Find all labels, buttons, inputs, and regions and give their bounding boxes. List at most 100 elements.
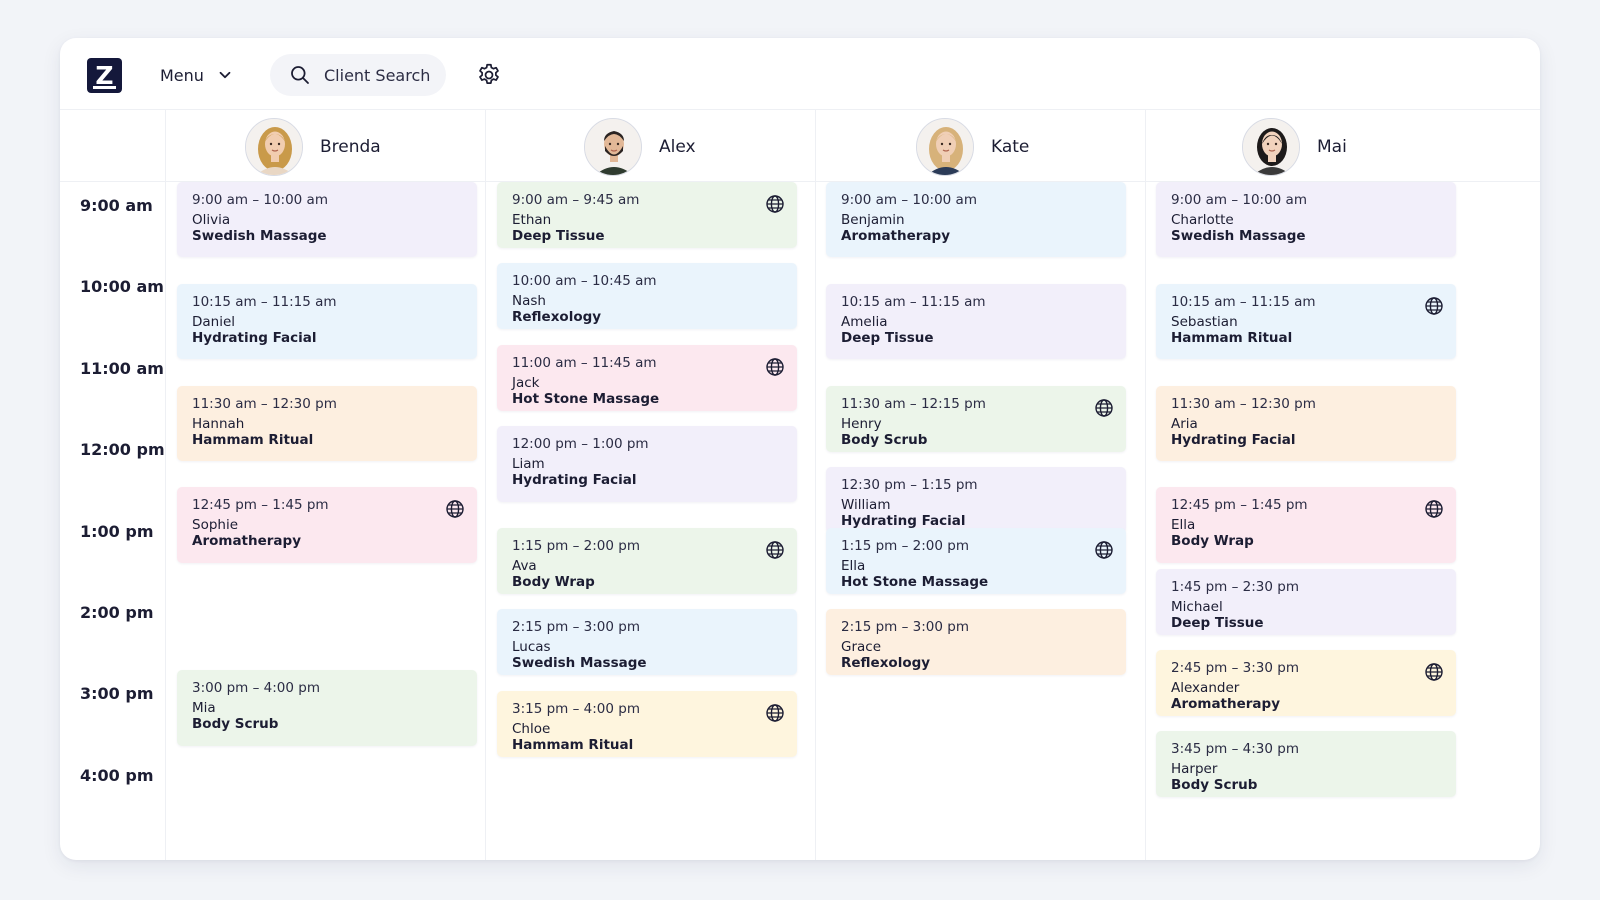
column-divider — [165, 110, 166, 860]
appointment-time: 9:00 am – 10:00 am — [841, 192, 977, 208]
appointment-service: Reflexology — [841, 655, 931, 672]
online-booking-globe-icon — [766, 195, 784, 213]
top-bar: Z Menu Client Search — [60, 38, 1540, 110]
appointment-card[interactable]: 12:45 pm – 1:45 pm Ella Body Wrap — [1156, 487, 1456, 563]
time-label: 4:00 pm — [80, 765, 154, 785]
appointment-client: Mia — [192, 700, 216, 717]
appointment-client: Sebastian — [1171, 313, 1238, 330]
staff-header-alex[interactable]: Alex — [584, 118, 696, 176]
staff-header-mai[interactable]: Mai — [1242, 118, 1347, 176]
online-booking-globe-icon — [1425, 297, 1443, 315]
appointment-card[interactable]: 11:30 am – 12:30 pm Hannah Hammam Ritual — [177, 385, 477, 461]
appointment-service: Hydrating Facial — [1171, 431, 1296, 448]
appointment-time: 9:00 am – 10:00 am — [192, 192, 328, 208]
appointment-card[interactable]: 10:15 am – 11:15 am Amelia Deep Tissue — [826, 283, 1126, 360]
appointment-card[interactable]: 3:00 pm – 4:00 pm Mia Body Scrub — [177, 670, 477, 746]
appointment-time: 12:45 pm – 1:45 pm — [1171, 497, 1308, 514]
time-label: 10:00 am — [80, 277, 164, 297]
appointment-card[interactable]: 1:15 pm – 2:00 pm Ava Body Wrap — [497, 527, 797, 594]
schedule-grid: Brenda Alex Kate Mai 9:00 am 10:00 am 11:00 a… — [60, 110, 1540, 860]
appointment-client: Ella — [1171, 517, 1196, 534]
client-search-box[interactable]: Client Search — [270, 54, 446, 96]
appointment-service: Body Wrap — [512, 573, 595, 590]
appointment-card[interactable]: 2:15 pm – 3:00 pm Grace Reflexology — [826, 609, 1126, 676]
avatar — [1242, 118, 1300, 176]
column-divider — [1145, 110, 1146, 860]
appointment-card[interactable]: 10:15 am – 11:15 am Daniel Hydrating Facia… — [177, 283, 477, 360]
appointment-card[interactable]: 3:45 pm – 4:30 pm Harper Body Scrub — [1156, 731, 1456, 798]
appointment-service: Aromatherapy — [1171, 696, 1281, 713]
appointment-card[interactable]: 1:45 pm – 2:30 pm Michael Deep Tissue — [1156, 568, 1456, 635]
appointment-card[interactable]: 1:15 pm – 2:00 pm Ella Hot Stone Massage — [826, 527, 1126, 594]
appointment-card[interactable]: 2:45 pm – 3:30 pm Alexander Aromatherapy — [1156, 650, 1456, 717]
appointment-service: Deep Tissue — [1171, 614, 1264, 631]
search-placeholder: Client Search — [324, 65, 431, 85]
appointment-service: Deep Tissue — [512, 228, 605, 244]
appointment-card[interactable]: 12:00 pm – 1:00 pm Liam Hydrating Facial — [497, 426, 797, 502]
gear-icon[interactable] — [476, 62, 502, 88]
appointment-card[interactable]: 11:30 am – 12:15 pm Henry Body Scrub — [826, 385, 1126, 452]
appointment-client: Liam — [512, 456, 545, 473]
staff-header-kate[interactable]: Kate — [916, 118, 1029, 176]
appointment-card[interactable]: 9:00 am – 10:00 am Charlotte Swedish Massa… — [1156, 182, 1456, 258]
online-booking-globe-icon — [1425, 500, 1443, 518]
appointment-client: William — [841, 496, 891, 513]
appointment-card[interactable]: 10:15 am – 11:15 am Sebastian Hammam Ritua… — [1156, 283, 1456, 360]
appointment-client: Henry — [841, 415, 882, 432]
appointment-card[interactable]: 11:30 am – 12:30 pm Aria Hydrating Facial — [1156, 385, 1456, 461]
appointment-time: 3:45 pm – 4:30 pm — [1171, 741, 1299, 758]
appointment-client: Charlotte — [1171, 212, 1234, 228]
appointment-service: Hydrating Facial — [512, 472, 637, 489]
appointment-service: Swedish Massage — [1171, 228, 1306, 244]
app-logo[interactable]: Z — [87, 58, 122, 93]
appointment-client: Ava — [512, 557, 537, 574]
time-label: 3:00 pm — [80, 684, 154, 704]
appointment-service: Swedish Massage — [192, 228, 327, 244]
appointment-time: 12:30 pm – 1:15 pm — [841, 476, 978, 493]
appointment-time: 12:45 pm – 1:45 pm — [192, 497, 329, 514]
appointment-service: Aromatherapy — [841, 228, 951, 244]
staff-name: Alex — [659, 137, 696, 157]
appointment-card[interactable]: 10:00 am – 10:45 am Nash Reflexology — [497, 263, 797, 330]
appointment-client: Jack — [512, 374, 540, 391]
online-booking-globe-icon — [1425, 663, 1443, 681]
appointment-client: Benjamin — [841, 212, 905, 228]
appointment-time: 2:45 pm – 3:30 pm — [1171, 660, 1299, 677]
staff-name: Mai — [1317, 137, 1347, 157]
appointment-time: 11:30 am – 12:30 pm — [192, 395, 337, 412]
appointment-time: 11:30 am – 12:30 pm — [1171, 395, 1316, 412]
appointment-client: Alexander — [1171, 680, 1240, 697]
appointment-time: 2:15 pm – 3:00 pm — [841, 619, 969, 636]
appointment-card[interactable]: 9:00 am – 10:00 am Olivia Swedish Massage — [177, 182, 477, 258]
appointment-service: Body Scrub — [1171, 777, 1258, 794]
online-booking-globe-icon — [766, 541, 784, 559]
staff-name: Brenda — [320, 137, 381, 157]
menu-dropdown[interactable]: Menu — [160, 60, 232, 90]
online-booking-globe-icon — [446, 500, 464, 518]
appointment-card[interactable]: 9:00 am – 9:45 am Ethan Deep Tissue — [497, 182, 797, 248]
avatar — [584, 118, 642, 176]
appointment-client: Lucas — [512, 639, 551, 656]
appointment-time: 10:15 am – 11:15 am — [1171, 293, 1316, 310]
appointment-client: Sophie — [192, 517, 239, 534]
appointment-time: 12:00 pm – 1:00 pm — [512, 436, 649, 453]
appointment-card[interactable]: 9:00 am – 10:00 am Benjamin Aromatherapy — [826, 182, 1126, 258]
time-label: 2:00 pm — [80, 603, 154, 622]
appointment-card[interactable]: 3:15 pm – 4:00 pm Chloe Hammam Ritual — [497, 690, 797, 757]
appointment-time: 10:15 am – 11:15 am — [192, 293, 337, 310]
staff-header-brenda[interactable]: Brenda — [245, 118, 381, 176]
time-label: 12:00 pm — [80, 440, 165, 460]
appointment-service: Hammam Ritual — [1171, 329, 1293, 346]
appointment-card[interactable]: 12:45 pm – 1:45 pm Sophie Aromatherapy — [177, 487, 477, 563]
appointment-time: 1:15 pm – 2:00 pm — [841, 537, 969, 554]
appointment-client: Nash — [512, 293, 546, 310]
appointment-card[interactable]: 12:30 pm – 1:15 pm William Hydrating Facia… — [826, 466, 1126, 533]
appointment-service: Aromatherapy — [192, 533, 302, 550]
appointment-service: Swedish Massage — [512, 655, 647, 672]
appointment-card[interactable]: 11:00 am – 11:45 am Jack Hot Stone Massage — [497, 344, 797, 411]
appointment-time: 11:30 am – 12:15 pm — [841, 395, 986, 412]
staff-name: Kate — [991, 137, 1030, 157]
appointment-time: 1:45 pm – 2:30 pm — [1171, 578, 1299, 595]
appointment-card[interactable]: 2:15 pm – 3:00 pm Lucas Swedish Massage — [497, 609, 797, 676]
menu-label: Menu — [160, 65, 204, 85]
